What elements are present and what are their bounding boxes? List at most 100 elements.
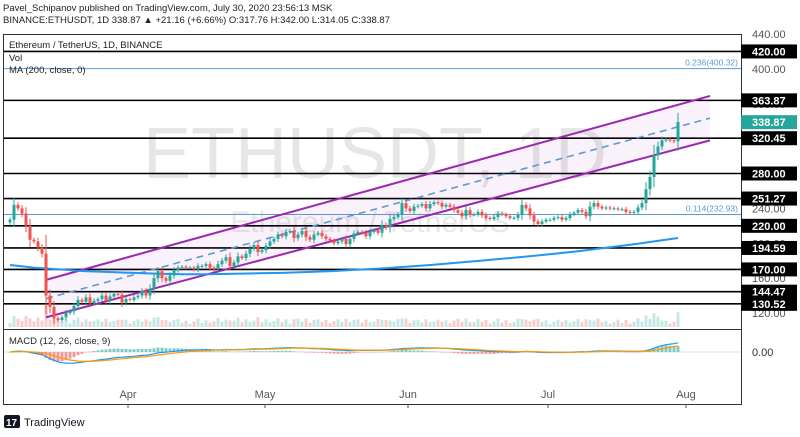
macd-histogram-bar xyxy=(640,351,644,353)
candle-body xyxy=(404,203,408,209)
candle-body xyxy=(68,311,72,313)
volume-bar xyxy=(104,318,108,327)
candle-body xyxy=(560,217,564,220)
candle-body xyxy=(360,231,364,233)
candle-body xyxy=(348,238,352,245)
level-price-badge xyxy=(741,44,797,59)
time-tick-label: Aug xyxy=(676,389,696,401)
volume-bar xyxy=(596,318,600,327)
volume-bar xyxy=(220,321,224,327)
macd-histogram-bar xyxy=(128,349,132,352)
candle-body xyxy=(44,253,48,296)
candle-body xyxy=(636,207,640,212)
volume-bar xyxy=(660,320,664,327)
candle-body xyxy=(160,271,164,279)
macd-histogram-bar xyxy=(408,350,412,352)
price-tick-label: 240.00 xyxy=(752,203,786,215)
volume-bar xyxy=(432,321,436,327)
candle-body xyxy=(484,215,488,218)
volume-bar xyxy=(540,321,544,327)
volume-bar xyxy=(224,319,228,327)
macd-histogram-bar xyxy=(488,352,492,354)
candle-body xyxy=(228,257,232,266)
candle-body xyxy=(152,278,156,289)
volume-bar xyxy=(236,317,240,327)
volume-bar xyxy=(288,323,292,327)
volume-bar xyxy=(308,322,312,327)
volume-bar xyxy=(428,322,432,327)
candle-body xyxy=(188,267,192,269)
volume-bar xyxy=(444,320,448,327)
candle-body xyxy=(536,221,540,225)
candle-body xyxy=(264,245,268,251)
candle-body xyxy=(64,313,68,318)
level-price-label: 220.00 xyxy=(752,221,786,233)
candle-body xyxy=(320,232,324,237)
volume-bar xyxy=(240,322,244,327)
price-tick-label: 440.00 xyxy=(752,29,786,41)
candle-body xyxy=(584,211,588,217)
macd-histogram-bar xyxy=(60,352,64,362)
volume-bar xyxy=(408,322,412,327)
volume-bar xyxy=(612,322,616,327)
legend-ma: MA (200, close, 0) xyxy=(9,65,86,76)
macd-histogram-bar xyxy=(40,352,44,356)
volume-bar xyxy=(84,319,88,327)
volume-bar xyxy=(276,318,280,327)
volume-bar xyxy=(412,320,416,327)
candle-body xyxy=(416,205,420,207)
volume-bar xyxy=(264,319,268,327)
volume-bar xyxy=(164,319,168,327)
volume-bar xyxy=(192,321,196,327)
legend-symbol: Ethereum / TetherUS, 1D, BINANCE xyxy=(9,40,162,51)
candle-body xyxy=(424,204,428,209)
volume-bar xyxy=(216,317,220,327)
macd-histogram-bar xyxy=(124,349,128,352)
macd-histogram-bar xyxy=(284,350,288,352)
level-price-badge xyxy=(741,240,797,255)
macd-histogram-bar xyxy=(364,352,368,353)
volume-bar xyxy=(520,319,524,327)
macd-histogram-bar xyxy=(412,350,416,352)
volume-bar xyxy=(256,317,260,327)
candle-body xyxy=(148,288,152,296)
volume-bar xyxy=(324,319,328,327)
price-tick-label: 400.00 xyxy=(752,64,786,76)
candle-body xyxy=(220,260,224,265)
candle-body xyxy=(380,224,384,233)
macd-histogram-bar xyxy=(628,352,632,353)
volume-bar xyxy=(272,320,276,327)
volume-bar xyxy=(352,319,356,327)
candle-body xyxy=(92,300,96,304)
volume-bar xyxy=(512,322,516,327)
volume-bar xyxy=(608,323,612,327)
macd-histogram-bar xyxy=(268,351,272,352)
legend-volume: Vol xyxy=(9,53,22,64)
volume-bar xyxy=(100,321,104,327)
volume-bar xyxy=(572,321,576,327)
candle-body xyxy=(652,155,656,177)
macd-histogram-bar xyxy=(120,348,124,352)
macd-histogram-bar xyxy=(472,352,476,354)
candle-body xyxy=(128,299,132,301)
volume-bar xyxy=(212,321,216,327)
candle-body xyxy=(296,234,300,239)
last-price-badge xyxy=(741,115,797,130)
candle-body xyxy=(552,217,556,220)
macd-histogram-bar xyxy=(100,349,104,352)
macd-histogram-bar xyxy=(436,351,440,353)
level-price-label: 251.27 xyxy=(752,194,786,206)
candle-body xyxy=(432,202,436,205)
candle-body xyxy=(308,237,312,240)
symbol-info: BINANCE:ETHUSDT, 1D 338.87 ▲ +21.16 (+6.… xyxy=(3,15,390,26)
level-price-badge xyxy=(741,131,797,146)
macd-histogram-bar xyxy=(452,352,456,353)
time-tick-label: Jul xyxy=(541,389,555,401)
candle-body xyxy=(400,203,404,215)
volume-bar xyxy=(64,319,68,327)
volume-bar xyxy=(8,322,12,327)
macd-histogram-bar xyxy=(420,350,424,352)
candles xyxy=(8,112,680,325)
volume-bar xyxy=(508,323,512,327)
volume-bar xyxy=(404,318,408,327)
